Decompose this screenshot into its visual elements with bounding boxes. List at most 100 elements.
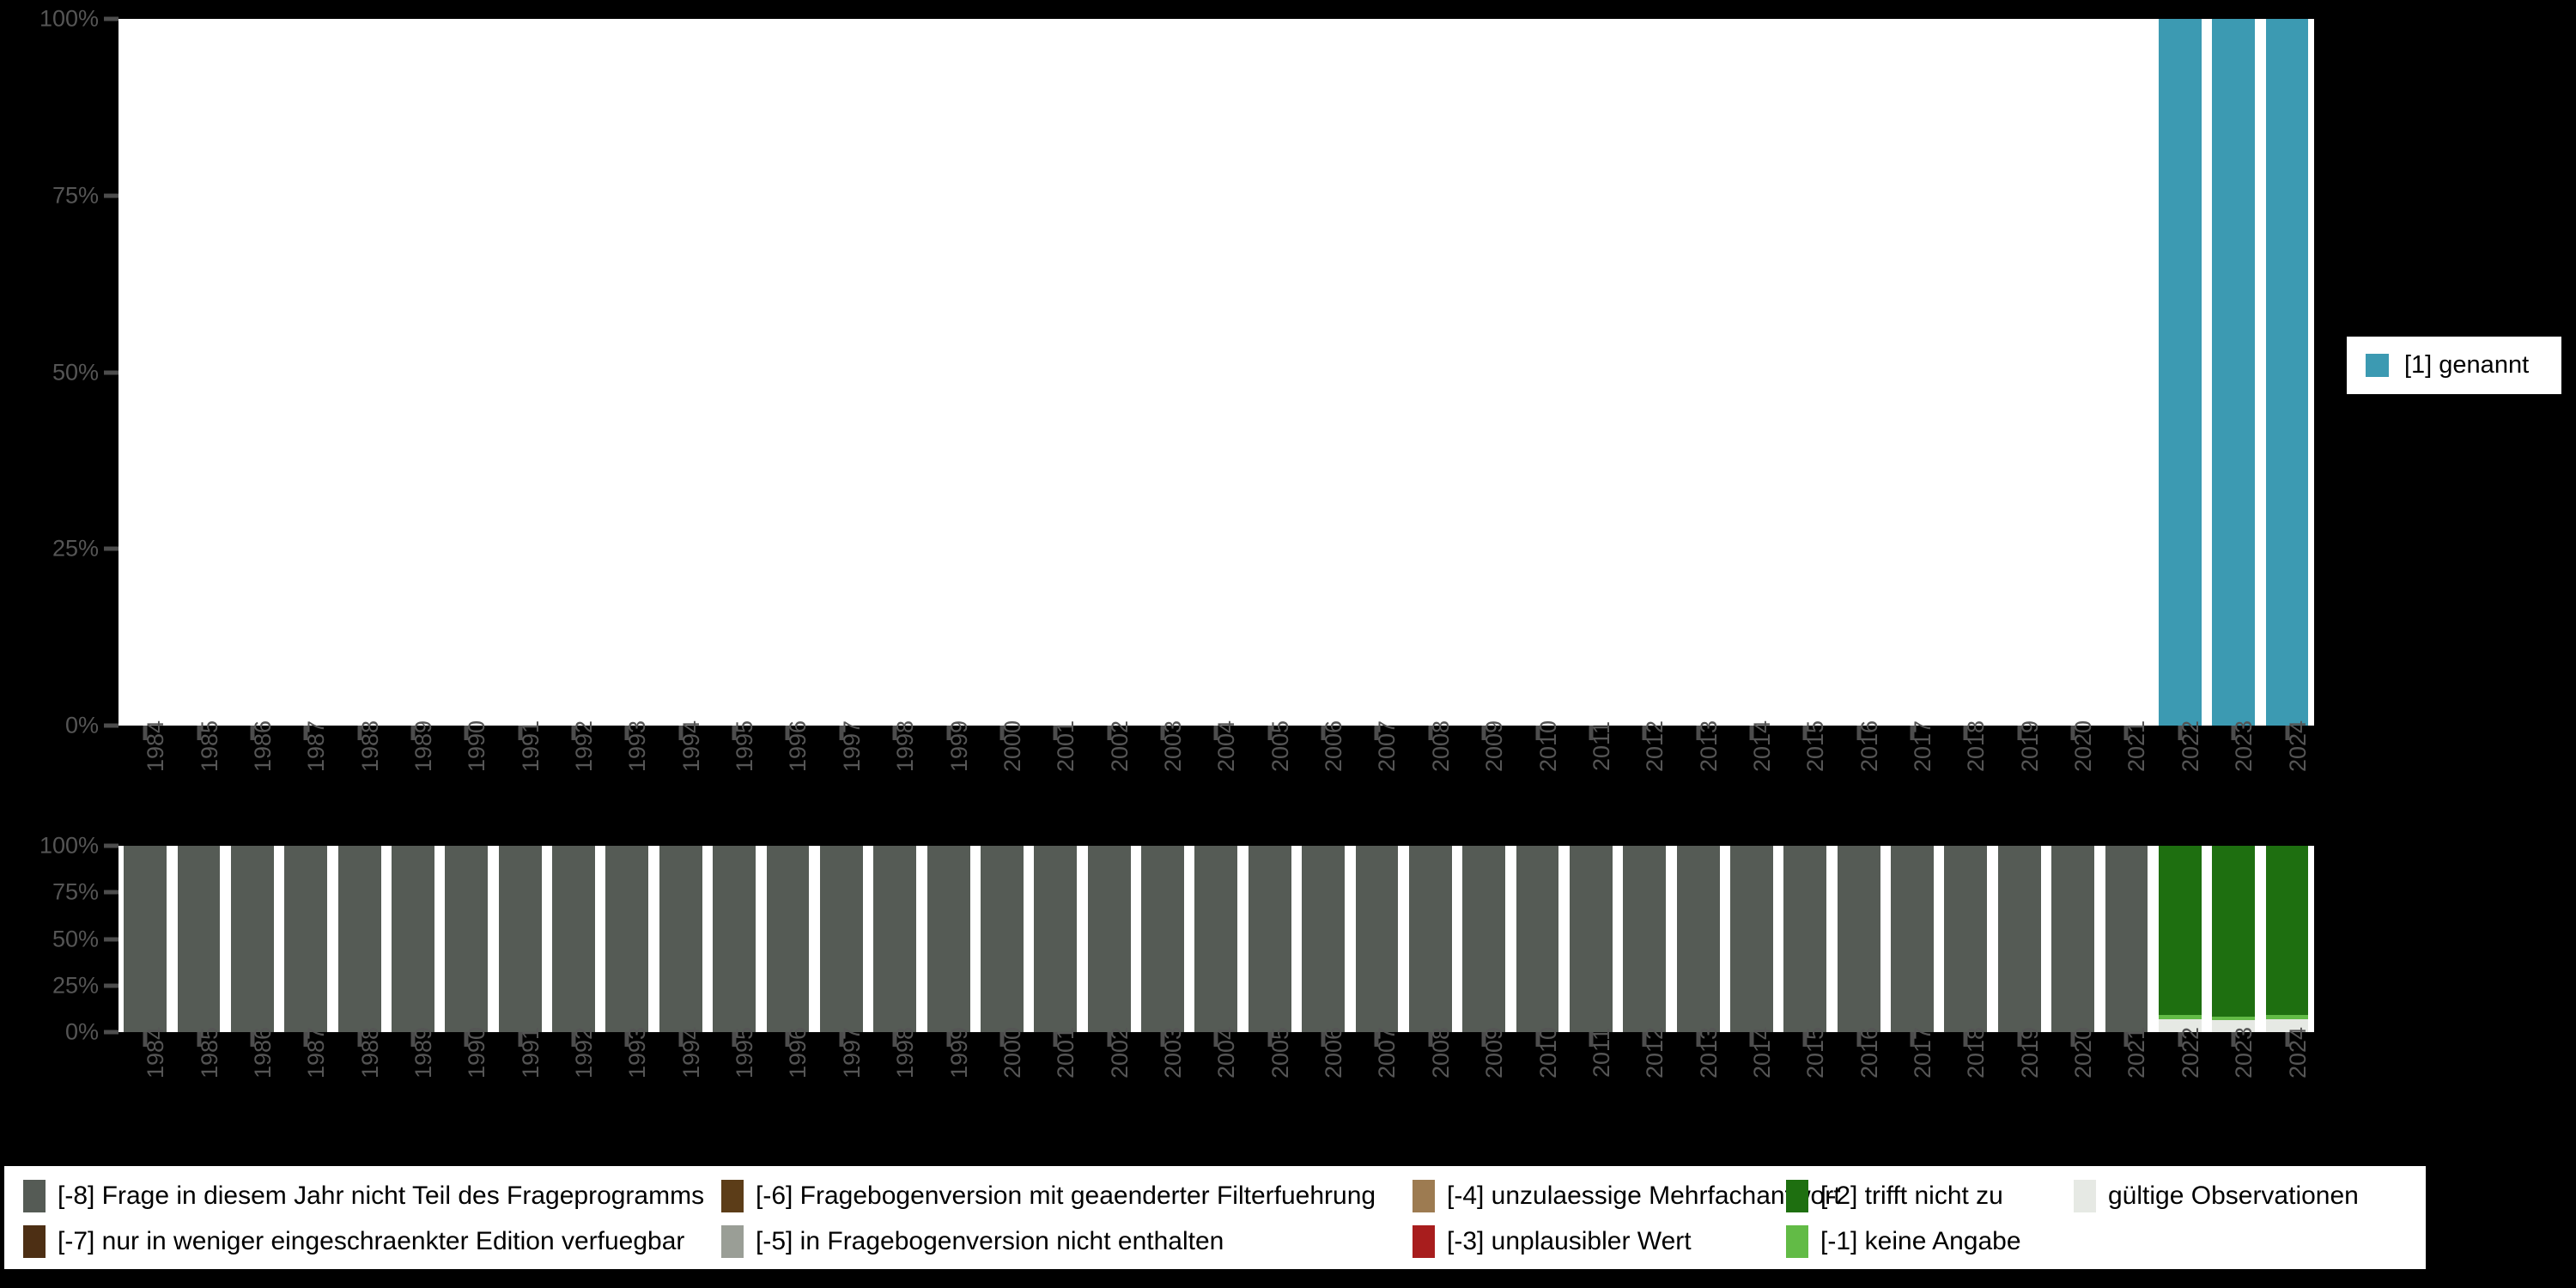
top-chart-bar-slot (1510, 19, 1564, 726)
top-chart-x-tick-mark (2231, 726, 2236, 740)
bottom-chart-x-tick: 2001 (1029, 1027, 1082, 1114)
legend-item-label: [-6] Fragebogenversion mit geaenderter F… (756, 1182, 1376, 1210)
bottom-chart-x-tick-mark (999, 1032, 1005, 1047)
top-chart-bar-slot (1939, 19, 1992, 726)
bottom-chart-x-tick: 2006 (1297, 1027, 1350, 1114)
bottom-chart-stack (2212, 846, 2256, 1032)
bottom-chart-x-tick-label: 2010 (1534, 1026, 1561, 1079)
top-chart-y-tick: 100% (39, 5, 118, 32)
bottom-chart-x-tick: 1984 (118, 1027, 172, 1114)
bottom-chart-x-tick: 2012 (1618, 1027, 1671, 1114)
top-chart-x-tick: 1986 (226, 720, 279, 829)
bottom-chart-bar-slot (1243, 846, 1297, 1032)
bottom-chart-stack-segment (1408, 846, 1452, 1032)
top-chart-x-tick: 2003 (1136, 720, 1189, 829)
bottom-chart-y-axis: 0% 25% 50% 75% 100% (0, 834, 118, 1043)
top-chart-x-tick: 1984 (118, 720, 172, 829)
row2-legend-item: [-5] in Fragebogenversion nicht enthalte… (721, 1220, 1224, 1263)
top-chart-bars (118, 19, 2314, 726)
top-chart-bar-slot (2154, 19, 2207, 726)
bottom-chart-stack-segment (605, 846, 649, 1032)
bottom-chart-stack-segment (1891, 846, 1934, 1032)
bottom-chart-y-tick-label: 0% (64, 1018, 99, 1045)
top-chart-x-tick-mark (1589, 726, 1594, 740)
top-chart-x-tick-label: 2014 (1748, 720, 1775, 773)
top-chart-y-tick-mark (104, 370, 118, 374)
top-chart-y-tick-label: 100% (39, 5, 99, 32)
bottom-chart-x-tick-mark (303, 1032, 308, 1047)
bottom-chart-stack-segment (873, 846, 917, 1032)
bottom-chart-bar-slot (975, 846, 1029, 1032)
top-chart-x-tick-mark (1963, 726, 1968, 740)
bottom-chart-x-tick: 2023 (2207, 1027, 2260, 1114)
top-chart-x-tick: 2024 (2260, 720, 2313, 829)
top-chart-x-tick-mark (1535, 726, 1540, 740)
bottom-chart-x-tick-mark (410, 1032, 416, 1047)
bottom-chart-x-tick-label: 2008 (1427, 1026, 1454, 1079)
top-chart-x-tick: 1990 (440, 720, 493, 829)
bottom-chart-bar-slot (2154, 846, 2207, 1032)
bottom-chart-stack-segment (2212, 1016, 2256, 1020)
bottom-chart-x-tick-mark (1321, 1032, 1326, 1047)
top-chart-x-tick-mark (2017, 726, 2022, 740)
top-chart-x-axis: 1984 1985 1986 1987 1988 1989 1990 1991 1992 1993… (118, 720, 2314, 829)
bottom-chart-x-tick: 1991 (494, 1027, 547, 1114)
bottom-chart-x-tick: 1989 (386, 1027, 440, 1114)
bottom-chart-stack-segment (230, 846, 274, 1032)
bottom-chart-bar-slot (1671, 846, 1724, 1032)
bottom-chart-stack (1408, 846, 1452, 1032)
bottom-chart-stack-segment (2158, 1018, 2202, 1032)
top-chart-bar-slot (1725, 19, 1778, 726)
top-chart-x-tick-mark (624, 726, 629, 740)
bottom-chart-stack (230, 846, 274, 1032)
legend-swatch (721, 1225, 744, 1258)
bottom-chart-bar-slot (1939, 846, 1992, 1032)
legend-label-genannt: [1] genannt (2404, 351, 2530, 379)
top-chart-x-tick-label: 1986 (249, 720, 276, 773)
bottom-chart-stack (1516, 846, 1559, 1032)
top-chart-x-tick-mark (2285, 726, 2290, 740)
bottom-chart-bar-slot (2046, 846, 2099, 1032)
top-chart-x-tick-label: 2018 (1963, 720, 1990, 773)
bottom-chart-stack (284, 846, 328, 1032)
top-chart-x-tick-label: 1985 (196, 720, 222, 773)
top-chart-bar-slot (1297, 19, 1350, 726)
bottom-chart-stack-segment (552, 846, 595, 1032)
top-chart-x-tick-label: 2004 (1213, 720, 1240, 773)
bottom-chart-y-tick-mark (104, 1030, 118, 1035)
bottom-chart-bar-slot (226, 846, 279, 1032)
bottom-chart-x-tick-mark (1802, 1032, 1807, 1047)
bottom-chart-y-tick-label: 100% (39, 832, 99, 859)
row1-legend-item: [-6] Fragebogenversion mit geaenderter F… (721, 1175, 1376, 1218)
top-chart-x-tick-mark (1267, 726, 1273, 740)
bottom-chart-stack (873, 846, 917, 1032)
bottom-chart-stack-segment (124, 846, 167, 1032)
top-chart-bar (2158, 19, 2202, 726)
top-chart-bar-slot (226, 19, 279, 726)
bottom-chart-stack (445, 846, 489, 1032)
top-chart-x-tick: 2021 (2099, 720, 2153, 829)
bottom-chart-stack (927, 846, 970, 1032)
bottom-chart-x-tick-label: 1993 (624, 1026, 651, 1079)
top-chart-x-tick-label: 1990 (464, 720, 490, 773)
bottom-chart-x-tick-mark (197, 1032, 202, 1047)
legend-item-label: [-8] Frage in diesem Jahr nicht Teil des… (58, 1182, 705, 1210)
top-chart-x-tick: 1993 (600, 720, 653, 829)
bottom-chart-stack-segment (1141, 846, 1184, 1032)
bottom-chart-stack (498, 846, 542, 1032)
top-chart-x-tick-label: 1994 (677, 720, 704, 773)
bottom-chart-y-tick: 50% (52, 927, 118, 951)
bottom-chart-x-tick-label: 1986 (249, 1026, 276, 1079)
bottom-chart-stack-segment (2212, 846, 2256, 1017)
bottom-chart-x-tick-mark (2285, 1032, 2290, 1047)
top-chart-x-tick: 1991 (494, 720, 547, 829)
top-chart-x-tick-mark (1053, 726, 1058, 740)
bottom-chart-x-tick-mark (678, 1032, 683, 1047)
bottom-chart-x-tick-label: 1996 (785, 1026, 811, 1079)
bottom-chart-y-tick-mark (104, 937, 118, 941)
top-chart-x-tick-label: 2013 (1695, 720, 1722, 773)
legend-item-label: [-5] in Fragebogenversion nicht enthalte… (756, 1227, 1224, 1255)
top-chart-x-tick: 1996 (761, 720, 814, 829)
top-chart-x-tick-mark (143, 726, 148, 740)
bottom-chart-stack-segment (713, 846, 756, 1032)
